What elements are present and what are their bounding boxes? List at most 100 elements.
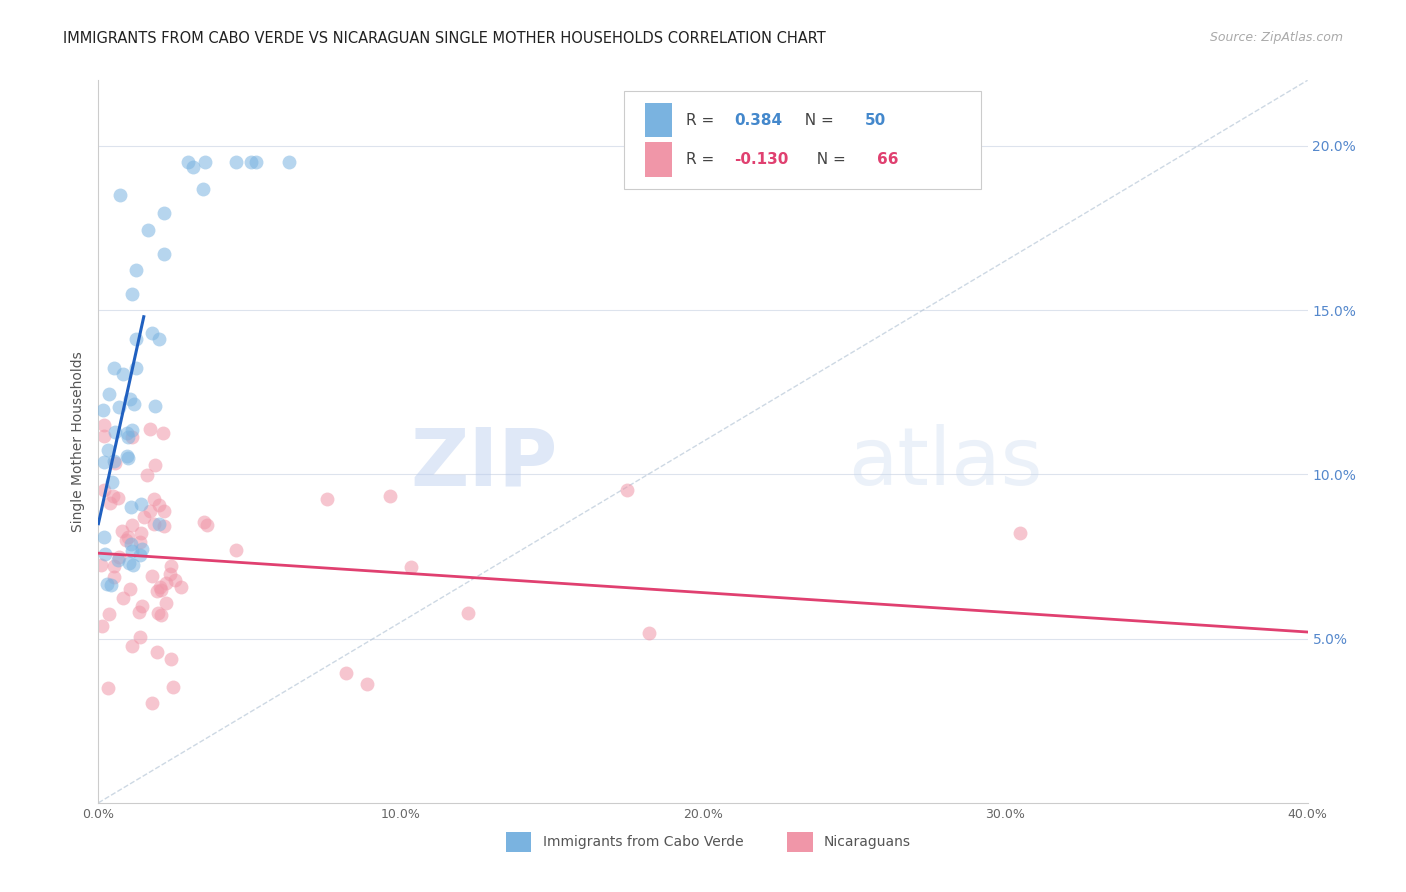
Text: ZIP: ZIP [411, 425, 558, 502]
Point [146, 583, 169, 598]
Point [103, 558, 125, 573]
Point [93, 418, 115, 433]
Point [159, 558, 181, 573]
Text: -0.130: -0.130 [734, 153, 789, 168]
Text: Nicaraguans: Nicaraguans [824, 835, 911, 849]
Point [146, 645, 169, 659]
Point [93, 455, 115, 469]
Point [121, 430, 143, 444]
Text: IMMIGRANTS FROM CABO VERDE VS NICARAGUAN SINGLE MOTHER HOUSEHOLDS CORRELATION CH: IMMIGRANTS FROM CABO VERDE VS NICARAGUAN… [63, 31, 825, 46]
Point [104, 425, 127, 439]
Point [163, 573, 186, 587]
Point [103, 454, 125, 468]
Point [378, 489, 401, 503]
Point [117, 425, 139, 440]
Point [148, 516, 170, 531]
Point [125, 333, 148, 347]
Text: N =: N = [807, 153, 851, 168]
Point [118, 582, 141, 596]
Y-axis label: Single Mother Households: Single Mother Households [72, 351, 86, 532]
Point [101, 489, 124, 503]
FancyBboxPatch shape [624, 91, 981, 189]
Point [457, 607, 479, 621]
Point [117, 530, 139, 544]
Point [160, 652, 183, 666]
Point [120, 392, 142, 406]
Point [131, 599, 153, 614]
Point [149, 608, 172, 623]
Point [181, 160, 204, 174]
Point [96, 577, 118, 591]
Point [335, 666, 357, 681]
Text: R =: R = [686, 112, 720, 128]
Text: Source: ZipAtlas.com: Source: ZipAtlas.com [1209, 31, 1343, 45]
Point [193, 516, 215, 530]
Point [107, 491, 129, 506]
Point [136, 223, 159, 237]
Point [97, 443, 120, 458]
Point [129, 497, 152, 511]
Point [91, 402, 114, 417]
Bar [645, 103, 672, 137]
Point [93, 483, 115, 498]
Point [176, 155, 198, 169]
Point [356, 676, 378, 690]
Point [146, 606, 169, 620]
Point [155, 596, 177, 610]
Point [90, 558, 112, 572]
Point [108, 401, 131, 415]
Point [107, 549, 129, 564]
Point [93, 547, 115, 561]
Point [278, 155, 301, 169]
Point [104, 456, 127, 470]
Point [118, 556, 141, 570]
Point [638, 625, 661, 640]
Point [128, 548, 150, 562]
Point [120, 537, 142, 551]
Point [111, 524, 134, 539]
Point [170, 580, 193, 594]
Point [97, 681, 120, 695]
Point [98, 387, 121, 401]
Point [122, 397, 145, 411]
Point [121, 544, 143, 558]
Point [108, 188, 131, 202]
Text: 66: 66 [877, 153, 898, 168]
Text: N =: N = [794, 112, 838, 128]
Point [129, 525, 152, 540]
Point [141, 696, 163, 710]
Point [141, 326, 163, 340]
Point [153, 518, 176, 533]
Point [195, 518, 218, 533]
Point [132, 509, 155, 524]
Point [103, 360, 125, 375]
Point [153, 205, 176, 219]
Text: R =: R = [686, 153, 720, 168]
Point [93, 530, 115, 544]
Point [136, 467, 159, 482]
Point [125, 361, 148, 376]
Point [152, 503, 174, 517]
Point [114, 533, 136, 547]
Point [117, 450, 139, 465]
Point [121, 518, 143, 533]
Point [143, 491, 166, 506]
Point [316, 491, 339, 506]
Point [153, 247, 176, 261]
Point [191, 182, 214, 196]
Point [120, 500, 142, 515]
Point [125, 263, 148, 277]
Point [155, 575, 177, 590]
Point [225, 155, 247, 169]
Point [616, 483, 638, 497]
Point [148, 332, 170, 346]
Point [139, 503, 162, 517]
Point [401, 560, 423, 574]
Point [245, 155, 267, 169]
Point [90, 619, 112, 633]
Bar [645, 143, 672, 178]
Point [98, 496, 121, 510]
Point [128, 535, 150, 549]
Point [139, 422, 162, 436]
Point [111, 591, 134, 606]
